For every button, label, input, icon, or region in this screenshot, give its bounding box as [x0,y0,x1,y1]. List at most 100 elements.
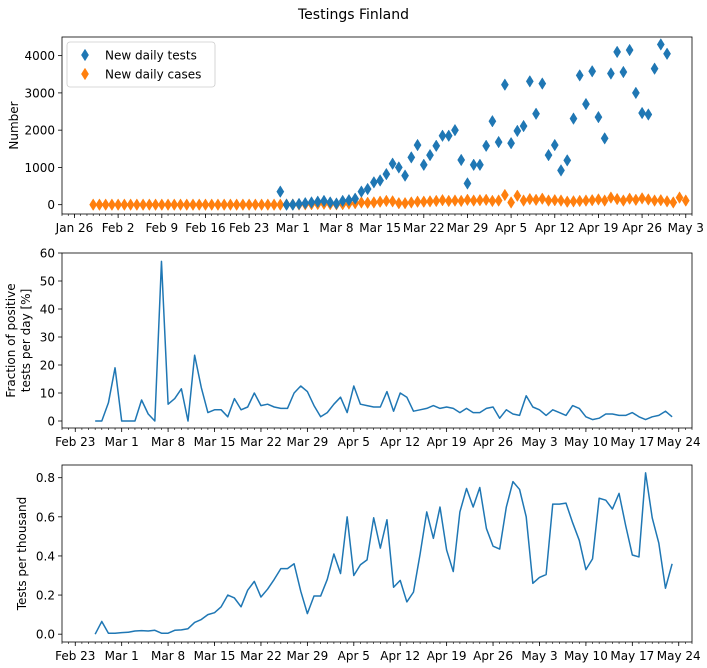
test-point [588,65,597,78]
case-point [582,194,590,207]
x-tick-label: Apr 19 [427,649,467,663]
case-point [101,198,110,211]
case-point [170,198,179,211]
case-point [569,195,578,208]
test-point [482,139,491,153]
test-point [525,75,534,88]
x-tick-label: Mar 22 [240,435,282,449]
case-point [525,192,534,206]
test-point [363,182,372,196]
test-point [569,112,578,125]
y-axis-label: Tests per thousand [15,497,29,612]
case-point [482,193,491,207]
test-point [638,106,646,120]
y-tick-label: 20 [40,359,55,373]
series-line [95,260,673,422]
case-point [419,195,428,208]
x-tick-label: Apr 5 [495,221,527,235]
test-point [426,148,434,162]
y-tick-label: 3000 [24,86,55,100]
case-point [89,198,98,211]
x-tick-label: May 10 [564,649,608,663]
case-point [532,193,540,207]
x-tick-label: May 10 [564,435,608,449]
x-tick-label: Mar 22 [403,221,445,235]
test-point [557,164,565,177]
case-point [263,198,272,211]
legend: New daily tests New daily cases [66,41,216,88]
case-point [220,198,229,211]
case-point [644,193,653,206]
test-point [631,86,640,100]
case-point [132,198,141,211]
y-tick-label: 30 [40,331,55,345]
case-point [544,194,553,207]
axes-frame [61,252,693,429]
case-point [139,198,147,211]
test-point [550,138,559,152]
figure-title: Testings Finland [297,7,409,23]
test-point [288,198,297,211]
x-tick-label: Apr 12 [535,221,575,235]
case-point [182,198,191,211]
case-point [394,196,403,210]
test-point [656,38,665,51]
daily-tests-and-cases-panel: 0 1000 2000 3000 4000 Jan 26 Feb 2 Feb 9 Feb 16 F… [7,36,704,235]
test-point [388,157,397,170]
x-tick-label: Mar 1 [276,221,310,235]
case-point [663,195,671,208]
test-point [469,158,478,172]
case-point [513,189,522,203]
axes-frame [61,36,693,215]
case-point [95,198,104,211]
y-tick-label: 50 [40,275,55,289]
test-point [307,196,316,209]
test-point [463,177,472,190]
test-point [332,197,341,210]
y-tick-label: 0 [47,198,55,212]
case-point [494,194,503,207]
case-point [407,196,416,209]
test-point [407,151,416,164]
y-tick-label: 0.8 [36,471,55,485]
case-point [444,194,453,208]
case-point [675,191,684,204]
x-tick-label: Mar 29 [447,221,489,235]
case-point [631,193,640,207]
case-point [114,198,123,211]
case-point [650,194,659,207]
case-point [382,194,391,208]
x-tick-label: May 3 [521,435,557,449]
test-point [600,132,609,145]
case-point [376,195,385,208]
case-point [500,188,509,202]
y-tick-label: 1000 [24,161,55,175]
case-point [270,198,278,211]
case-point [613,192,622,206]
test-point [301,196,310,210]
test-point [575,69,584,82]
test-point [476,158,484,172]
case-point [432,194,441,208]
x-tick-label: Feb 2 [102,221,135,235]
y-tick-label: 2000 [24,124,55,138]
case-point [357,196,366,209]
x-tick-label: Mar 1 [105,435,139,449]
case-point [251,198,260,211]
case-point [176,198,185,211]
case-point [625,192,634,205]
case-point [557,194,565,207]
x-tick-label: Mar 22 [240,649,282,663]
test-point [582,97,590,111]
case-point [201,198,210,211]
case-point [363,196,372,210]
tests-per-thousand-panel: 0.0 0.2 0.4 0.6 0.8 Feb 23 Mar 1 Mar 8 Mar 15 Mar… [15,464,701,663]
x-tick-label: May 24 [657,435,701,449]
case-point [563,195,572,208]
x-tick-label: Apr 19 [427,435,467,449]
x-tick-label: Mar 29 [287,435,329,449]
x-tick-label: Feb 16 [185,221,225,235]
test-point [613,45,622,59]
